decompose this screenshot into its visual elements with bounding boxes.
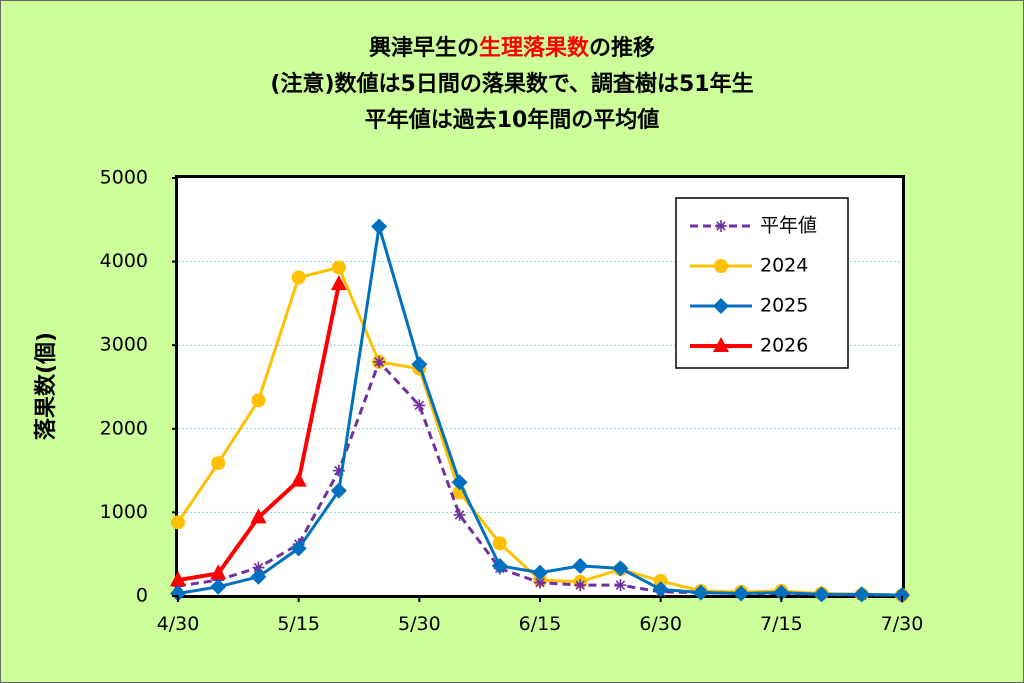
data-point	[331, 260, 346, 275]
data-point	[532, 564, 548, 581]
legend-item-平年値: 平年値	[690, 215, 817, 237]
chart-title-part: (注意)数値は5日間の落果数で、調査樹は51年生	[270, 72, 754, 97]
data-point	[210, 578, 227, 595]
data-point	[612, 560, 629, 577]
series-2026	[170, 275, 347, 587]
data-point	[290, 540, 307, 557]
data-point	[330, 275, 347, 291]
chart-title-line-1: 興津早生の生理落果数の推移	[0, 30, 1024, 62]
chart-title-line-3: 平年値は過去10年間の平均値	[0, 102, 1024, 134]
data-point	[713, 298, 729, 314]
data-point	[413, 399, 426, 412]
data-point	[250, 508, 267, 524]
legend-item-2024: 2024	[690, 255, 808, 277]
data-point	[371, 218, 388, 235]
data-point	[291, 270, 306, 285]
legend-label: 平年値	[760, 215, 817, 237]
y-tick-label: 1000	[100, 501, 148, 523]
chart-title-line-2: (注意)数値は5日間の落果数で、調査樹は51年生	[0, 66, 1024, 98]
data-point	[330, 482, 347, 499]
data-point	[492, 536, 507, 551]
y-tick-label: 2000	[100, 417, 148, 439]
data-point	[373, 355, 386, 368]
data-point	[773, 584, 790, 601]
y-tick-label: 3000	[100, 334, 148, 356]
x-tick-label: 5/30	[398, 613, 441, 635]
legend-label: 2026	[760, 335, 808, 357]
data-point	[170, 571, 186, 587]
data-point	[574, 579, 587, 592]
data-point	[451, 474, 468, 491]
data-point	[894, 587, 910, 604]
legend-label: 2025	[760, 295, 808, 317]
data-point	[210, 564, 227, 580]
chart-title-part: 興津早生の	[368, 36, 479, 61]
data-point	[813, 586, 830, 603]
chart-title-part: 平年値は過去10年間の平均値	[364, 108, 660, 133]
data-point	[250, 568, 267, 585]
data-point	[652, 581, 669, 598]
series-2025	[170, 218, 910, 604]
data-point	[251, 393, 266, 408]
data-point	[534, 576, 546, 589]
y-tick-label: 0	[136, 585, 148, 607]
y-tick-label: 4000	[100, 250, 148, 272]
legend-label: 2024	[760, 255, 808, 277]
data-point	[653, 573, 668, 588]
data-point	[411, 356, 428, 373]
legend-item-2026: 2026	[690, 335, 808, 357]
data-point	[853, 586, 870, 603]
chart-title-part: 生理落果数	[478, 36, 589, 61]
data-point	[733, 585, 750, 602]
x-tick-label: 6/15	[519, 613, 562, 635]
x-tick-label: 5/15	[277, 613, 320, 635]
data-point	[614, 579, 627, 592]
data-point	[572, 557, 589, 574]
data-point	[170, 585, 186, 602]
data-point	[211, 456, 226, 471]
data-point	[714, 259, 728, 273]
data-point	[453, 508, 466, 521]
data-point	[491, 557, 508, 574]
data-point	[713, 337, 729, 352]
data-point	[715, 220, 727, 232]
y-axis-label: 落果数(個)	[33, 332, 59, 440]
x-tick-label: 6/30	[639, 613, 682, 635]
data-point	[692, 584, 709, 601]
data-point	[171, 515, 185, 530]
x-tick-label: 7/30	[881, 613, 924, 635]
chart-title-part: の推移	[589, 36, 656, 61]
data-point	[290, 471, 307, 487]
x-tick-label: 4/30	[157, 613, 200, 635]
x-tick-label: 7/15	[760, 613, 803, 635]
y-tick-label: 5000	[100, 167, 148, 189]
legend-item-2025: 2025	[690, 295, 808, 317]
